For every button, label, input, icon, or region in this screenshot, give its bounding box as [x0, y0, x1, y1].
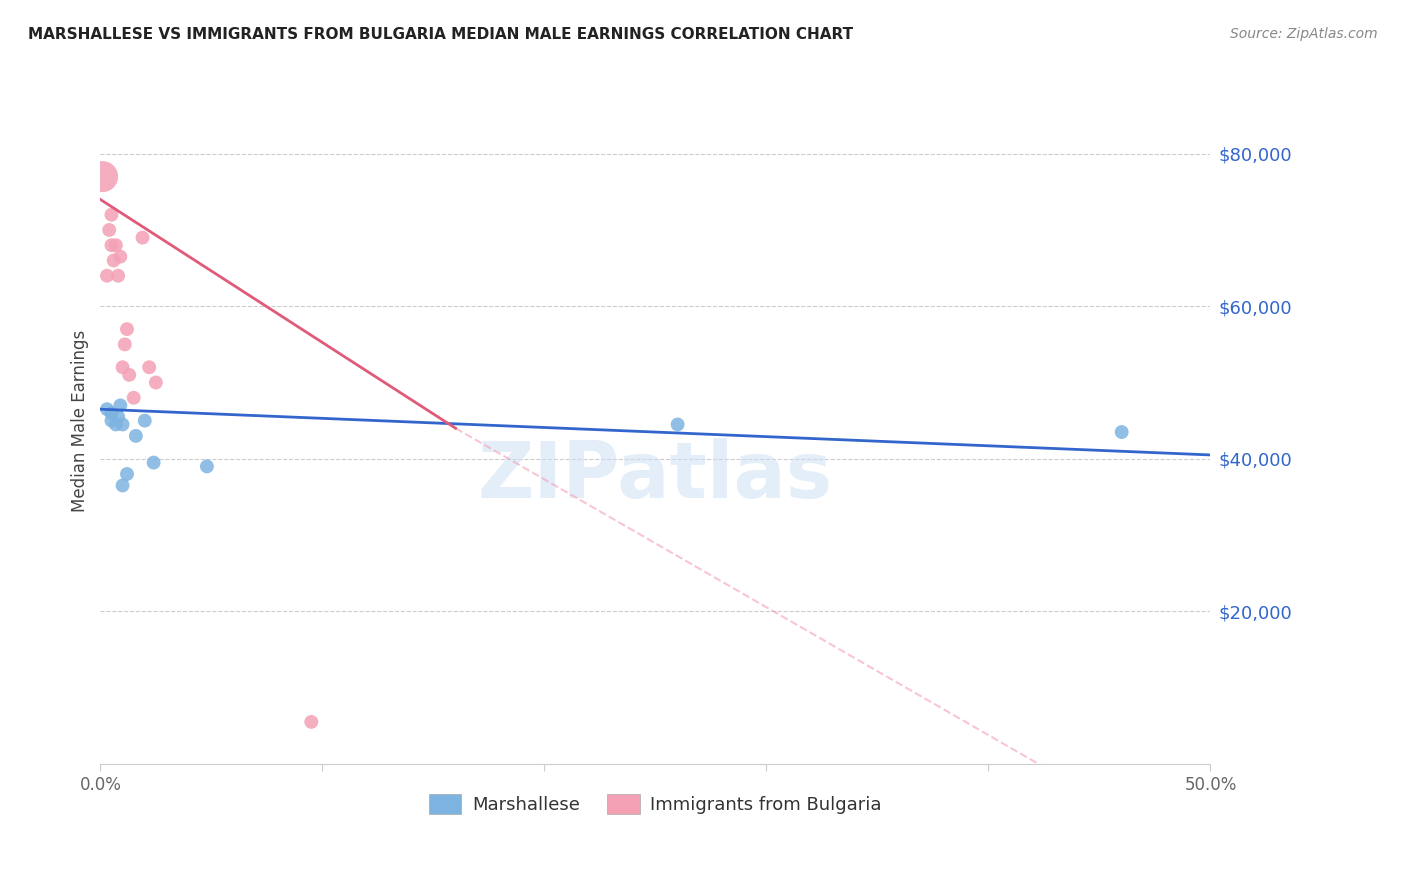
Point: [145, 376, 167, 390]
Point: [111, 360, 134, 375]
Point: [104, 238, 127, 252]
Point: [122, 391, 145, 405]
Y-axis label: Median Male Earnings: Median Male Earnings: [72, 329, 89, 512]
Point: [96, 402, 118, 417]
Point: [103, 253, 125, 268]
Legend: Marshallese, Immigrants from Bulgaria: Marshallese, Immigrants from Bulgaria: [420, 785, 891, 823]
Point: [1111, 425, 1133, 439]
Point: [118, 368, 141, 382]
Point: [131, 230, 153, 244]
Text: ZIPatlas: ZIPatlas: [478, 438, 832, 514]
Point: [299, 714, 322, 729]
Point: [111, 478, 134, 492]
Point: [96, 268, 118, 283]
Point: [114, 337, 136, 351]
Point: [100, 406, 122, 420]
Point: [104, 417, 127, 432]
Point: [142, 456, 165, 470]
Point: [111, 417, 134, 432]
Point: [125, 429, 148, 443]
Point: [115, 467, 138, 481]
Text: MARSHALLESE VS IMMIGRANTS FROM BULGARIA MEDIAN MALE EARNINGS CORRELATION CHART: MARSHALLESE VS IMMIGRANTS FROM BULGARIA …: [28, 27, 853, 42]
Point: [98, 223, 121, 237]
Text: Source: ZipAtlas.com: Source: ZipAtlas.com: [1230, 27, 1378, 41]
Point: [138, 360, 160, 375]
Point: [134, 414, 156, 428]
Point: [91, 169, 114, 184]
Point: [107, 409, 129, 424]
Point: [107, 268, 129, 283]
Point: [110, 250, 132, 264]
Point: [115, 322, 138, 336]
Point: [110, 398, 132, 412]
Point: [100, 414, 122, 428]
Point: [100, 238, 122, 252]
Point: [195, 459, 218, 474]
Point: [100, 208, 122, 222]
Point: [666, 417, 689, 432]
